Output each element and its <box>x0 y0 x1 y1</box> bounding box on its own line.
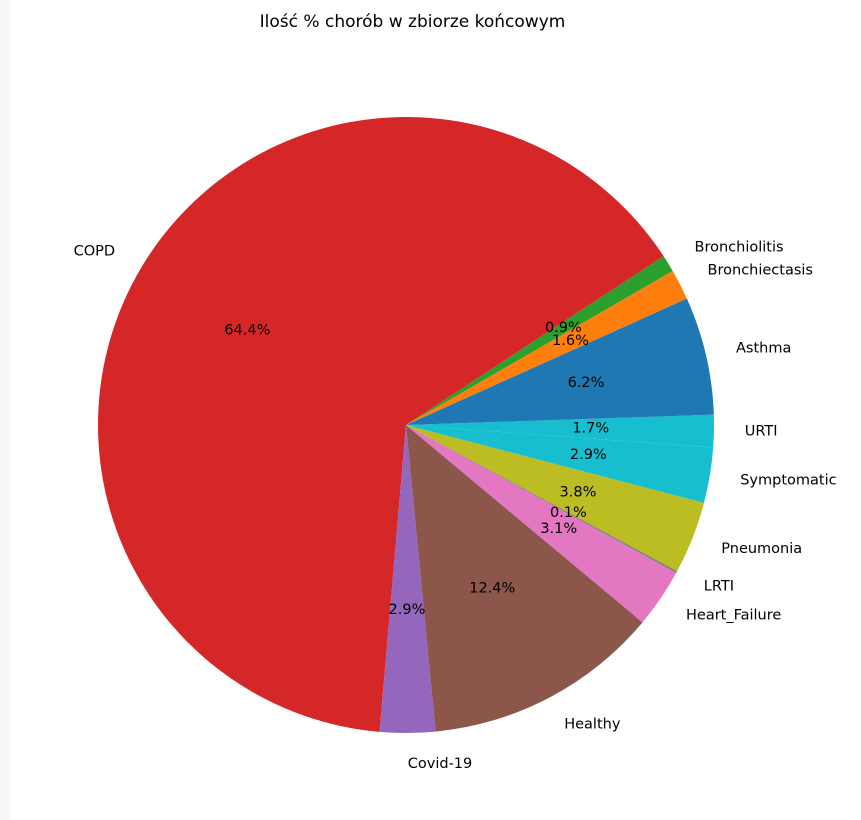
pct-label-heart-failure: 3.1% <box>540 521 577 537</box>
pct-label-asthma: 6.2% <box>568 375 605 391</box>
pie-slice-healthy <box>406 425 643 732</box>
pct-label-bronchiectasis: 1.6% <box>552 333 589 349</box>
pct-label-healthy: 12.4% <box>469 580 515 596</box>
pct-label-symptomatic: 2.9% <box>570 447 607 463</box>
slice-label-lrti: LRTI <box>704 579 734 595</box>
pie-slice-lrti <box>406 425 678 573</box>
slice-label-copd: COPD <box>74 243 115 259</box>
pct-label-bronchiolitis: 0.9% <box>545 320 582 336</box>
chart-title: Ilość % chorób w zbiorze końcowym <box>259 12 566 32</box>
pie-slice-bronchiolitis <box>406 256 673 425</box>
pie-slice-symptomatic <box>406 425 714 503</box>
pie-slice-bronchiectasis <box>406 271 687 425</box>
pct-label-lrti: 0.1% <box>550 505 587 521</box>
slice-label-pneumonia: Pneumonia <box>721 541 802 557</box>
pct-label-urti: 1.7% <box>572 421 609 437</box>
pie-slice-copd <box>98 117 664 732</box>
pct-label-covid-19: 2.9% <box>389 602 426 618</box>
slice-label-urti: URTI <box>745 424 778 440</box>
pie-slice-pneumonia <box>406 425 705 572</box>
pie-slice-covid-19 <box>379 425 436 733</box>
pie-slice-urti <box>406 414 714 448</box>
slice-label-bronchiectasis: Bronchiectasis <box>708 263 813 279</box>
pie-slice-heart-failure <box>406 425 677 623</box>
slice-label-heart-failure: Heart_Failure <box>686 608 781 624</box>
pct-label-pneumonia: 3.8% <box>560 485 597 501</box>
slice-label-asthma: Asthma <box>736 340 791 356</box>
slice-label-covid-19: Covid-19 <box>408 756 473 772</box>
slice-label-bronchiolitis: Bronchiolitis <box>695 239 784 255</box>
figure: Ilość % chorób w zbiorze końcowym 0.9% Br… <box>10 0 861 820</box>
slice-label-healthy: Healthy <box>564 717 621 733</box>
pie-slice-asthma <box>406 298 714 425</box>
pct-label-copd: 64.4% <box>224 322 270 338</box>
pie-chart: 0.9% Bronchiolitis 64.4% COPD 2.9% Covid-19 12… <box>74 117 837 772</box>
slice-label-symptomatic: Symptomatic <box>740 472 836 488</box>
